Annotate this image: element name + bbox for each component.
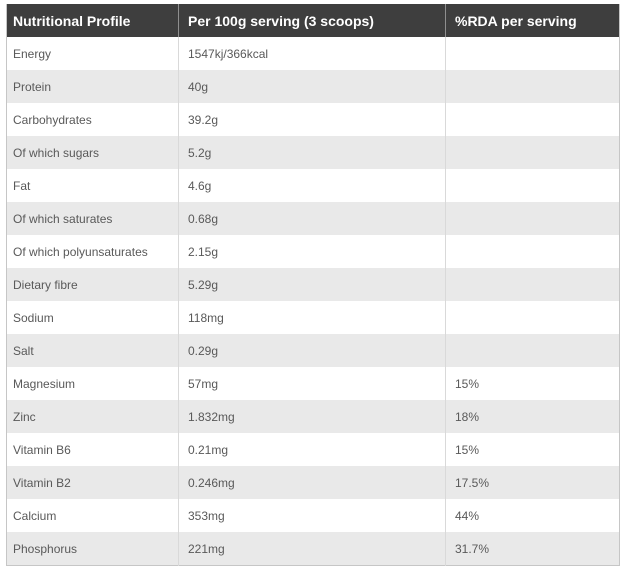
nutrient-cell: Dietary fibre (6, 268, 179, 301)
table-row-salt: Salt 0.29g (6, 334, 620, 367)
rda-cell: 17.5% (445, 466, 620, 499)
rda-cell (445, 103, 620, 136)
rda-cell: 31.7% (445, 532, 620, 566)
rda-cell (445, 136, 620, 169)
rda-cell (445, 202, 620, 235)
table-row-dietary-fibre: Dietary fibre 5.29g (6, 268, 620, 301)
table-row-carbohydrates: Carbohydrates 39.2g (6, 103, 620, 136)
table-row-sodium: Sodium 118mg (6, 301, 620, 334)
nutrient-cell: Protein (6, 70, 179, 103)
rda-cell (445, 268, 620, 301)
table-row-energy: Energy 1547kj/366kcal (6, 37, 620, 70)
per100g-cell: 1547kj/366kcal (178, 37, 446, 70)
per100g-cell: 5.2g (178, 136, 446, 169)
per100g-cell: 57mg (178, 367, 446, 400)
per100g-cell: 353mg (178, 499, 446, 532)
nutrient-cell: Salt (6, 334, 179, 367)
per100g-cell: 221mg (178, 532, 446, 566)
nutrient-cell: Phosphorus (6, 532, 179, 566)
table-row-vitamin-b6: Vitamin B6 0.21mg 15% (6, 433, 620, 466)
rda-cell: 18% (445, 400, 620, 433)
per100g-cell: 118mg (178, 301, 446, 334)
nutrient-cell: Magnesium (6, 367, 179, 400)
per100g-cell: 39.2g (178, 103, 446, 136)
table-row-phosphorus: Phosphorus 221mg 31.7% (6, 532, 620, 566)
rda-cell: 15% (445, 367, 620, 400)
nutritional-profile-table: Nutritional Profile Per 100g serving (3 … (6, 4, 620, 566)
rda-cell (445, 235, 620, 268)
table-row-fat: Fat 4.6g (6, 169, 620, 202)
rda-cell (445, 70, 620, 103)
nutrient-cell: Of which saturates (6, 202, 179, 235)
table-row-protein: Protein 40g (6, 70, 620, 103)
table-row-polyunsaturates: Of which polyunsaturates 2.15g (6, 235, 620, 268)
rda-cell (445, 334, 620, 367)
rda-cell (445, 37, 620, 70)
nutrient-cell: Of which sugars (6, 136, 179, 169)
per100g-cell: 1.832mg (178, 400, 446, 433)
nutrient-cell: Of which polyunsaturates (6, 235, 179, 268)
nutrient-cell: Zinc (6, 400, 179, 433)
per100g-cell: 2.15g (178, 235, 446, 268)
nutrient-cell: Fat (6, 169, 179, 202)
header-rda-per-serving: %RDA per serving (445, 4, 620, 37)
header-per-100g-serving: Per 100g serving (3 scoops) (178, 4, 446, 37)
nutrient-cell: Calcium (6, 499, 179, 532)
per100g-cell: 0.246mg (178, 466, 446, 499)
nutrient-cell: Vitamin B6 (6, 433, 179, 466)
per100g-cell: 0.68g (178, 202, 446, 235)
table-header-row: Nutritional Profile Per 100g serving (3 … (6, 4, 620, 37)
per100g-cell: 40g (178, 70, 446, 103)
table-row-saturates: Of which saturates 0.68g (6, 202, 620, 235)
rda-cell: 44% (445, 499, 620, 532)
per100g-cell: 4.6g (178, 169, 446, 202)
rda-cell (445, 169, 620, 202)
table-row-magnesium: Magnesium 57mg 15% (6, 367, 620, 400)
nutrient-cell: Vitamin B2 (6, 466, 179, 499)
table-row-calcium: Calcium 353mg 44% (6, 499, 620, 532)
table-row-zinc: Zinc 1.832mg 18% (6, 400, 620, 433)
rda-cell: 15% (445, 433, 620, 466)
nutrient-cell: Energy (6, 37, 179, 70)
rda-cell (445, 301, 620, 334)
per100g-cell: 0.29g (178, 334, 446, 367)
table-row-vitamin-b2: Vitamin B2 0.246mg 17.5% (6, 466, 620, 499)
table-row-sugars: Of which sugars 5.2g (6, 136, 620, 169)
nutrient-cell: Carbohydrates (6, 103, 179, 136)
nutrient-cell: Sodium (6, 301, 179, 334)
per100g-cell: 5.29g (178, 268, 446, 301)
per100g-cell: 0.21mg (178, 433, 446, 466)
header-nutritional-profile: Nutritional Profile (6, 4, 179, 37)
